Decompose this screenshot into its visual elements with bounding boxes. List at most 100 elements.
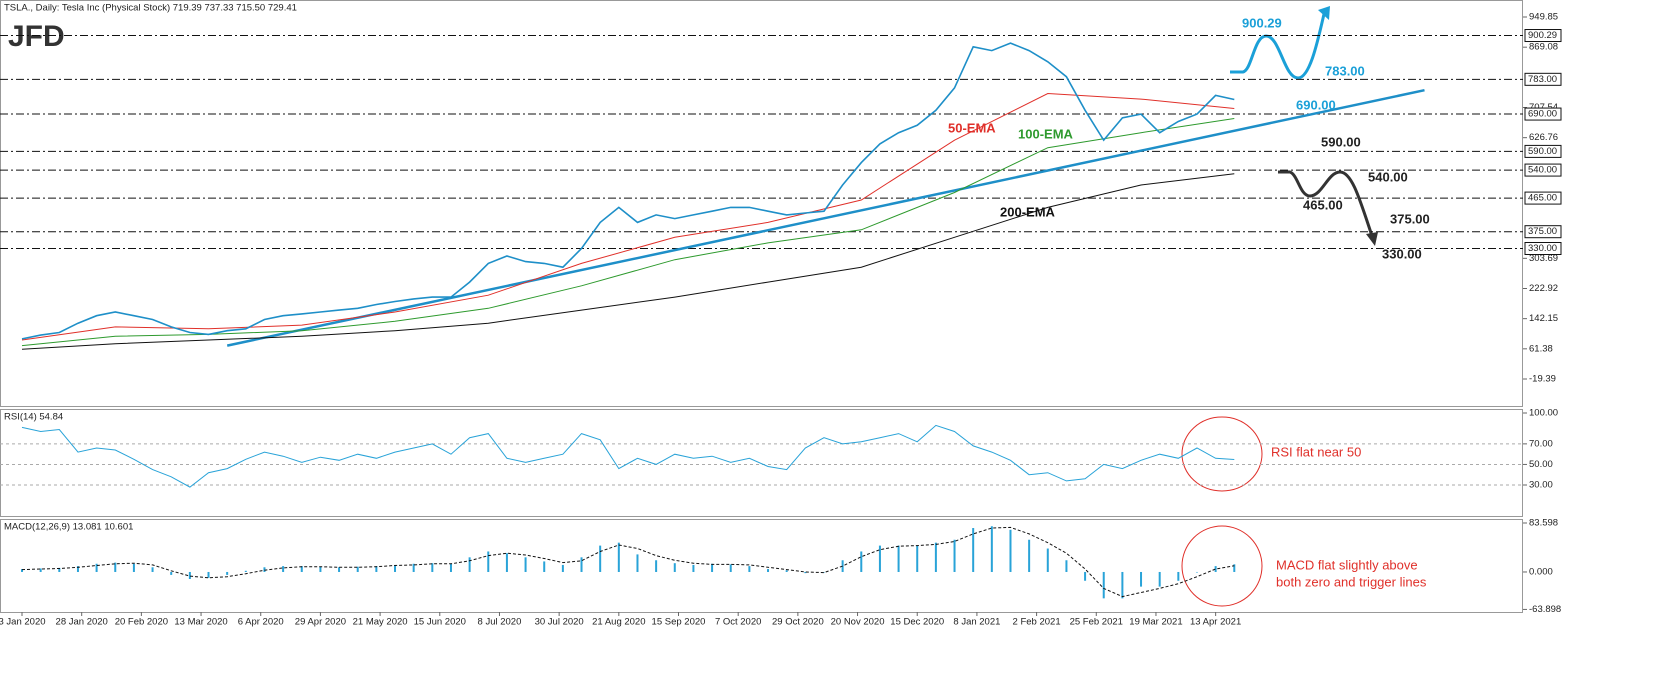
y-tick-label: 50.00 [1529, 459, 1553, 470]
level-label: 783.00 [1528, 74, 1557, 85]
level-box [1524, 225, 1562, 239]
histogram-bar [729, 564, 732, 572]
histogram-bar [1140, 571, 1143, 587]
x-tick-label: 20 Feb 2020 [115, 617, 168, 628]
level-box [1524, 242, 1562, 256]
histogram-bar [524, 557, 527, 572]
histogram-bar [76, 566, 79, 572]
rsi-title: RSI(14) 54.84 [4, 412, 63, 423]
histogram-bar [114, 562, 117, 572]
scenario-label: 900.29 [1242, 15, 1282, 30]
histogram-bar [953, 539, 956, 572]
x-tick-label: 3 Jan 2020 [0, 617, 46, 628]
histogram-bar [599, 545, 602, 572]
histogram-bar [449, 563, 452, 572]
x-tick-label: 15 Dec 2020 [890, 617, 944, 628]
x-tick-label: 8 Jul 2020 [478, 617, 522, 628]
x-tick-label: 13 Mar 2020 [174, 617, 227, 628]
histogram-bar [263, 567, 266, 572]
x-tick-label: 15 Jun 2020 [414, 617, 466, 628]
histogram-bar [990, 526, 993, 572]
x-tick-label: 28 Jan 2020 [56, 617, 108, 628]
histogram-bar [1102, 571, 1105, 599]
histogram-bar [300, 566, 303, 572]
macd-panel [0, 519, 1523, 613]
x-tick-label: 20 Nov 2020 [831, 617, 885, 628]
histogram-bar [132, 563, 135, 572]
y-tick-label: 30.00 [1529, 480, 1553, 491]
histogram-bar [934, 542, 937, 572]
histogram-bar [282, 566, 285, 572]
histogram-bar [151, 567, 154, 572]
histogram-bar [21, 569, 24, 572]
histogram-bar [39, 568, 42, 572]
histogram-bar [655, 560, 658, 572]
ema-label: 200-EMA [1000, 204, 1056, 219]
histogram-bar [711, 563, 714, 572]
histogram-bar [207, 571, 210, 578]
histogram-bar [244, 570, 247, 572]
histogram-bar [1233, 564, 1236, 572]
histogram-bar [617, 542, 620, 572]
histogram-bar [748, 566, 751, 572]
histogram-bar [1121, 571, 1124, 599]
rsi-panel [0, 409, 1523, 517]
level-label: 375.00 [1528, 226, 1557, 237]
x-tick-label: 21 Aug 2020 [592, 617, 645, 628]
histogram-bar [636, 554, 639, 572]
y-tick-label: 70.00 [1529, 438, 1553, 449]
level-label: 690.00 [1528, 109, 1557, 120]
y-tick-label: 61.38 [1529, 343, 1553, 354]
scenario-label: 330.00 [1382, 246, 1422, 261]
scenario-label: 465.00 [1303, 197, 1343, 212]
y-tick-label: -19.39 [1529, 374, 1556, 385]
histogram-bar [1177, 571, 1180, 581]
level-box [1524, 107, 1562, 121]
histogram-bar [505, 553, 508, 572]
ema-line [21, 92, 1235, 341]
y-tick-label: 142.15 [1529, 313, 1558, 324]
y-tick-label: 869.08 [1529, 42, 1558, 53]
macd-title: MACD(12,26,9) 13.081 10.601 [4, 522, 133, 533]
ema-line [21, 118, 1235, 347]
scenario-label: 540.00 [1368, 169, 1408, 184]
rsi-highlight [1181, 416, 1263, 492]
scenario-label: 590.00 [1321, 134, 1361, 149]
x-tick-label: 25 Feb 2021 [1070, 617, 1123, 628]
ema-label: 50-EMA [948, 120, 996, 135]
level-box [1524, 163, 1562, 177]
level-box [1524, 29, 1562, 43]
level-label: 330.00 [1528, 243, 1557, 254]
y-tick-label: -63.898 [1529, 604, 1561, 615]
histogram-bar [543, 561, 546, 572]
signal-line [21, 526, 1235, 598]
scenario-label: 375.00 [1390, 211, 1430, 226]
level-box [1524, 191, 1562, 205]
y-tick-label: 100.00 [1529, 408, 1558, 419]
histogram-bar [487, 551, 490, 572]
macd-annotation: both zero and trigger lines [1276, 574, 1427, 589]
x-tick-label: 15 Sep 2020 [652, 617, 706, 628]
scenario-label: 690.00 [1296, 97, 1336, 112]
scenario-down-arrow [1366, 232, 1378, 246]
histogram-bar [1046, 548, 1049, 572]
level-box [1524, 144, 1562, 158]
histogram-bar [1214, 566, 1217, 572]
level-label: 540.00 [1528, 165, 1557, 176]
histogram-bar [95, 563, 98, 572]
x-tick-label: 30 Jul 2020 [535, 617, 584, 628]
histogram-bar [860, 551, 863, 572]
logo: JFD [8, 20, 65, 53]
y-tick-label: 222.92 [1529, 283, 1558, 294]
y-tick-label: 303.69 [1529, 253, 1558, 264]
y-tick-label: 949.85 [1529, 12, 1558, 23]
x-tick-label: 2 Feb 2021 [1013, 617, 1061, 628]
histogram-bar [878, 545, 881, 572]
x-tick-label: 13 Apr 2021 [1190, 617, 1241, 628]
histogram-bar [412, 563, 415, 572]
histogram-bar [375, 566, 378, 572]
histogram-bar [1158, 571, 1161, 587]
histogram-bar [822, 571, 825, 573]
scenario-label: 783.00 [1325, 63, 1365, 78]
